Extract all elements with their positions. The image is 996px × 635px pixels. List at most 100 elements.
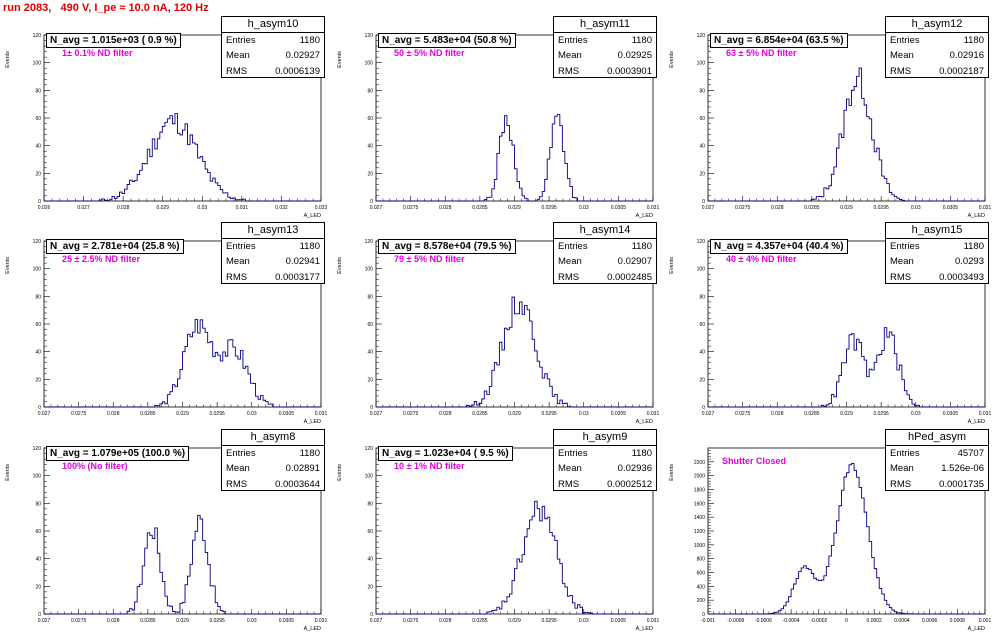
x-axis-label: A_LED (304, 419, 321, 425)
x-tick-label: 0.031 (647, 618, 660, 624)
x-tick-label: 0.028 (117, 205, 130, 211)
x-tick-label: 0.0275 (403, 411, 419, 417)
y-tick-label: 0 (370, 405, 373, 411)
y-tick-label: 80 (699, 88, 705, 94)
y-tick-label: 0 (370, 199, 373, 205)
y-tick-label: 0 (370, 612, 373, 618)
histogram-series (376, 296, 653, 408)
x-tick-label: 0.0285 (140, 411, 156, 417)
y-axis-label: Events (337, 464, 343, 481)
histogram-panel-h_asym8: 0.027 0.0275 0.028 0.0285 0.029 0.0295 0.03 0.0… (0, 428, 332, 635)
x-tick-label: 0.0275 (403, 618, 419, 624)
stats-row-mean: Mean 0.02927 (222, 48, 324, 63)
x-tick-label: 0.0305 (943, 205, 959, 211)
x-axis-label: A_LED (304, 213, 321, 219)
stats-row-mean: Mean 0.02925 (554, 48, 656, 63)
x-axis-label: A_LED (968, 213, 985, 219)
stats-row-rms: RMS 0.0006139 (222, 64, 324, 79)
stats-box: h_asym10 Entries 1180 Mean 0.02927 RMS 0.00061… (221, 16, 325, 78)
stats-label: Entries (558, 448, 588, 459)
x-tick-label: 0.0275 (735, 411, 751, 417)
stats-box: hPed_asym Entries 45707 Mean 1.526e-06 RMS 0.0… (885, 429, 989, 491)
y-tick-label: 60 (367, 322, 373, 328)
stats-value: 0.0001735 (939, 478, 984, 490)
stats-value: 0.02941 (285, 256, 320, 268)
stats-value: 1180 (963, 241, 984, 252)
y-tick-label: 40 (699, 350, 705, 356)
x-tick-label: 0.03 (247, 411, 257, 417)
stats-value: 1.526e-06 (941, 463, 984, 475)
y-tick-label: 40 (367, 557, 373, 563)
histogram-panel-h_asym11: 0.027 0.0275 0.028 0.0285 0.029 0.0295 0.03 0.0… (332, 15, 664, 222)
y-axis-label: Events (337, 51, 343, 68)
stats-label: Mean (558, 256, 582, 268)
histogram-series (44, 514, 321, 615)
x-tick-label: -0.0008 (727, 618, 744, 624)
stats-row-entries: Entries 1180 (222, 446, 324, 461)
stats-label: Mean (890, 463, 914, 475)
y-tick-label: 1000 (694, 543, 705, 549)
x-tick-label: 0.028 (107, 618, 120, 624)
y-tick-label: 80 (35, 88, 41, 94)
y-axis-label: Events (337, 257, 343, 274)
stats-row-rms: RMS 0.0003901 (554, 64, 656, 79)
stats-value: 0.0002187 (939, 65, 984, 77)
filter-label: 63 ± 5% ND filter (726, 48, 797, 58)
x-tick-label: 0.027 (370, 205, 383, 211)
histogram-name: h_asym13 (222, 223, 324, 239)
stats-row-entries: Entries 1180 (222, 33, 324, 48)
stats-label: Entries (890, 35, 920, 46)
x-tick-label: -0.001 (701, 618, 715, 624)
x-tick-label: 0.031 (647, 205, 660, 211)
stats-row-mean: Mean 0.0293 (886, 254, 988, 269)
stats-row-entries: Entries 1180 (886, 33, 988, 48)
x-tick-label: 0.0285 (804, 411, 820, 417)
stats-row-entries: Entries 1180 (554, 33, 656, 48)
stats-row-rms: RMS 0.0003177 (222, 270, 324, 285)
histogram-panel-h_asym15: 0.027 0.0275 0.028 0.0285 0.029 0.0295 0.03 0.0… (664, 221, 996, 428)
histogram-name: h_asym12 (886, 17, 988, 33)
stats-label: RMS (890, 478, 912, 490)
y-tick-label: 2200 (694, 460, 705, 466)
y-tick-label: 0 (38, 199, 41, 205)
stats-row-mean: Mean 0.02891 (222, 461, 324, 476)
x-tick-label: 0.029 (508, 205, 521, 211)
y-tick-label: 200 (697, 598, 706, 604)
y-tick-label: 80 (35, 501, 41, 507)
page-title: run 2083, 490 V, I_pe ≈ 10.0 nA, 120 Hz (3, 2, 209, 14)
histogram-panel-h_asym10: 0.026 0.027 0.028 0.029 0.03 0.031 0.032 0.033 0… (0, 15, 332, 222)
stats-value: 0.0003901 (607, 65, 652, 77)
stats-value: 0.0002512 (607, 478, 652, 490)
stats-row-mean: Mean 0.02916 (886, 48, 988, 63)
x-axis-label: A_LED (968, 626, 985, 632)
x-axis-label: A_LED (304, 626, 321, 632)
x-tick-label: 0.0006 (922, 618, 938, 624)
n-avg-label: N_avg = 6.854e+04 (63.5 %) (710, 33, 848, 48)
y-tick-label: 40 (699, 144, 705, 150)
y-tick-label: 20 (699, 377, 705, 383)
y-tick-label: 120 (697, 33, 706, 39)
filter-label: 50 ± 5% ND filter (394, 48, 465, 58)
y-tick-label: 600 (697, 571, 706, 577)
y-tick-label: 100 (33, 474, 42, 480)
stats-label: Entries (890, 241, 920, 252)
x-tick-label: 0.0285 (472, 618, 488, 624)
stats-label: RMS (226, 65, 248, 77)
y-tick-label: 40 (367, 144, 373, 150)
stats-value: 1180 (299, 448, 320, 459)
x-tick-label: 0.03 (247, 618, 257, 624)
stats-box: h_asym13 Entries 1180 Mean 0.02941 RMS 0.00031… (221, 222, 325, 284)
y-tick-label: 1600 (694, 501, 705, 507)
x-tick-label: 0.0295 (541, 205, 557, 211)
stats-row-rms: RMS 0.0001735 (886, 477, 988, 492)
x-tick-label: 0.0004 (894, 618, 910, 624)
y-tick-label: 20 (35, 377, 41, 383)
x-tick-label: 0.0295 (209, 411, 225, 417)
y-axis-label: Events (669, 51, 675, 68)
y-tick-label: 40 (35, 557, 41, 563)
y-tick-label: 120 (33, 446, 42, 452)
stats-value: 0.02916 (949, 50, 984, 62)
y-tick-label: 120 (697, 239, 706, 245)
x-tick-label: 0.029 (156, 205, 169, 211)
x-tick-label: -0.0002 (810, 618, 827, 624)
